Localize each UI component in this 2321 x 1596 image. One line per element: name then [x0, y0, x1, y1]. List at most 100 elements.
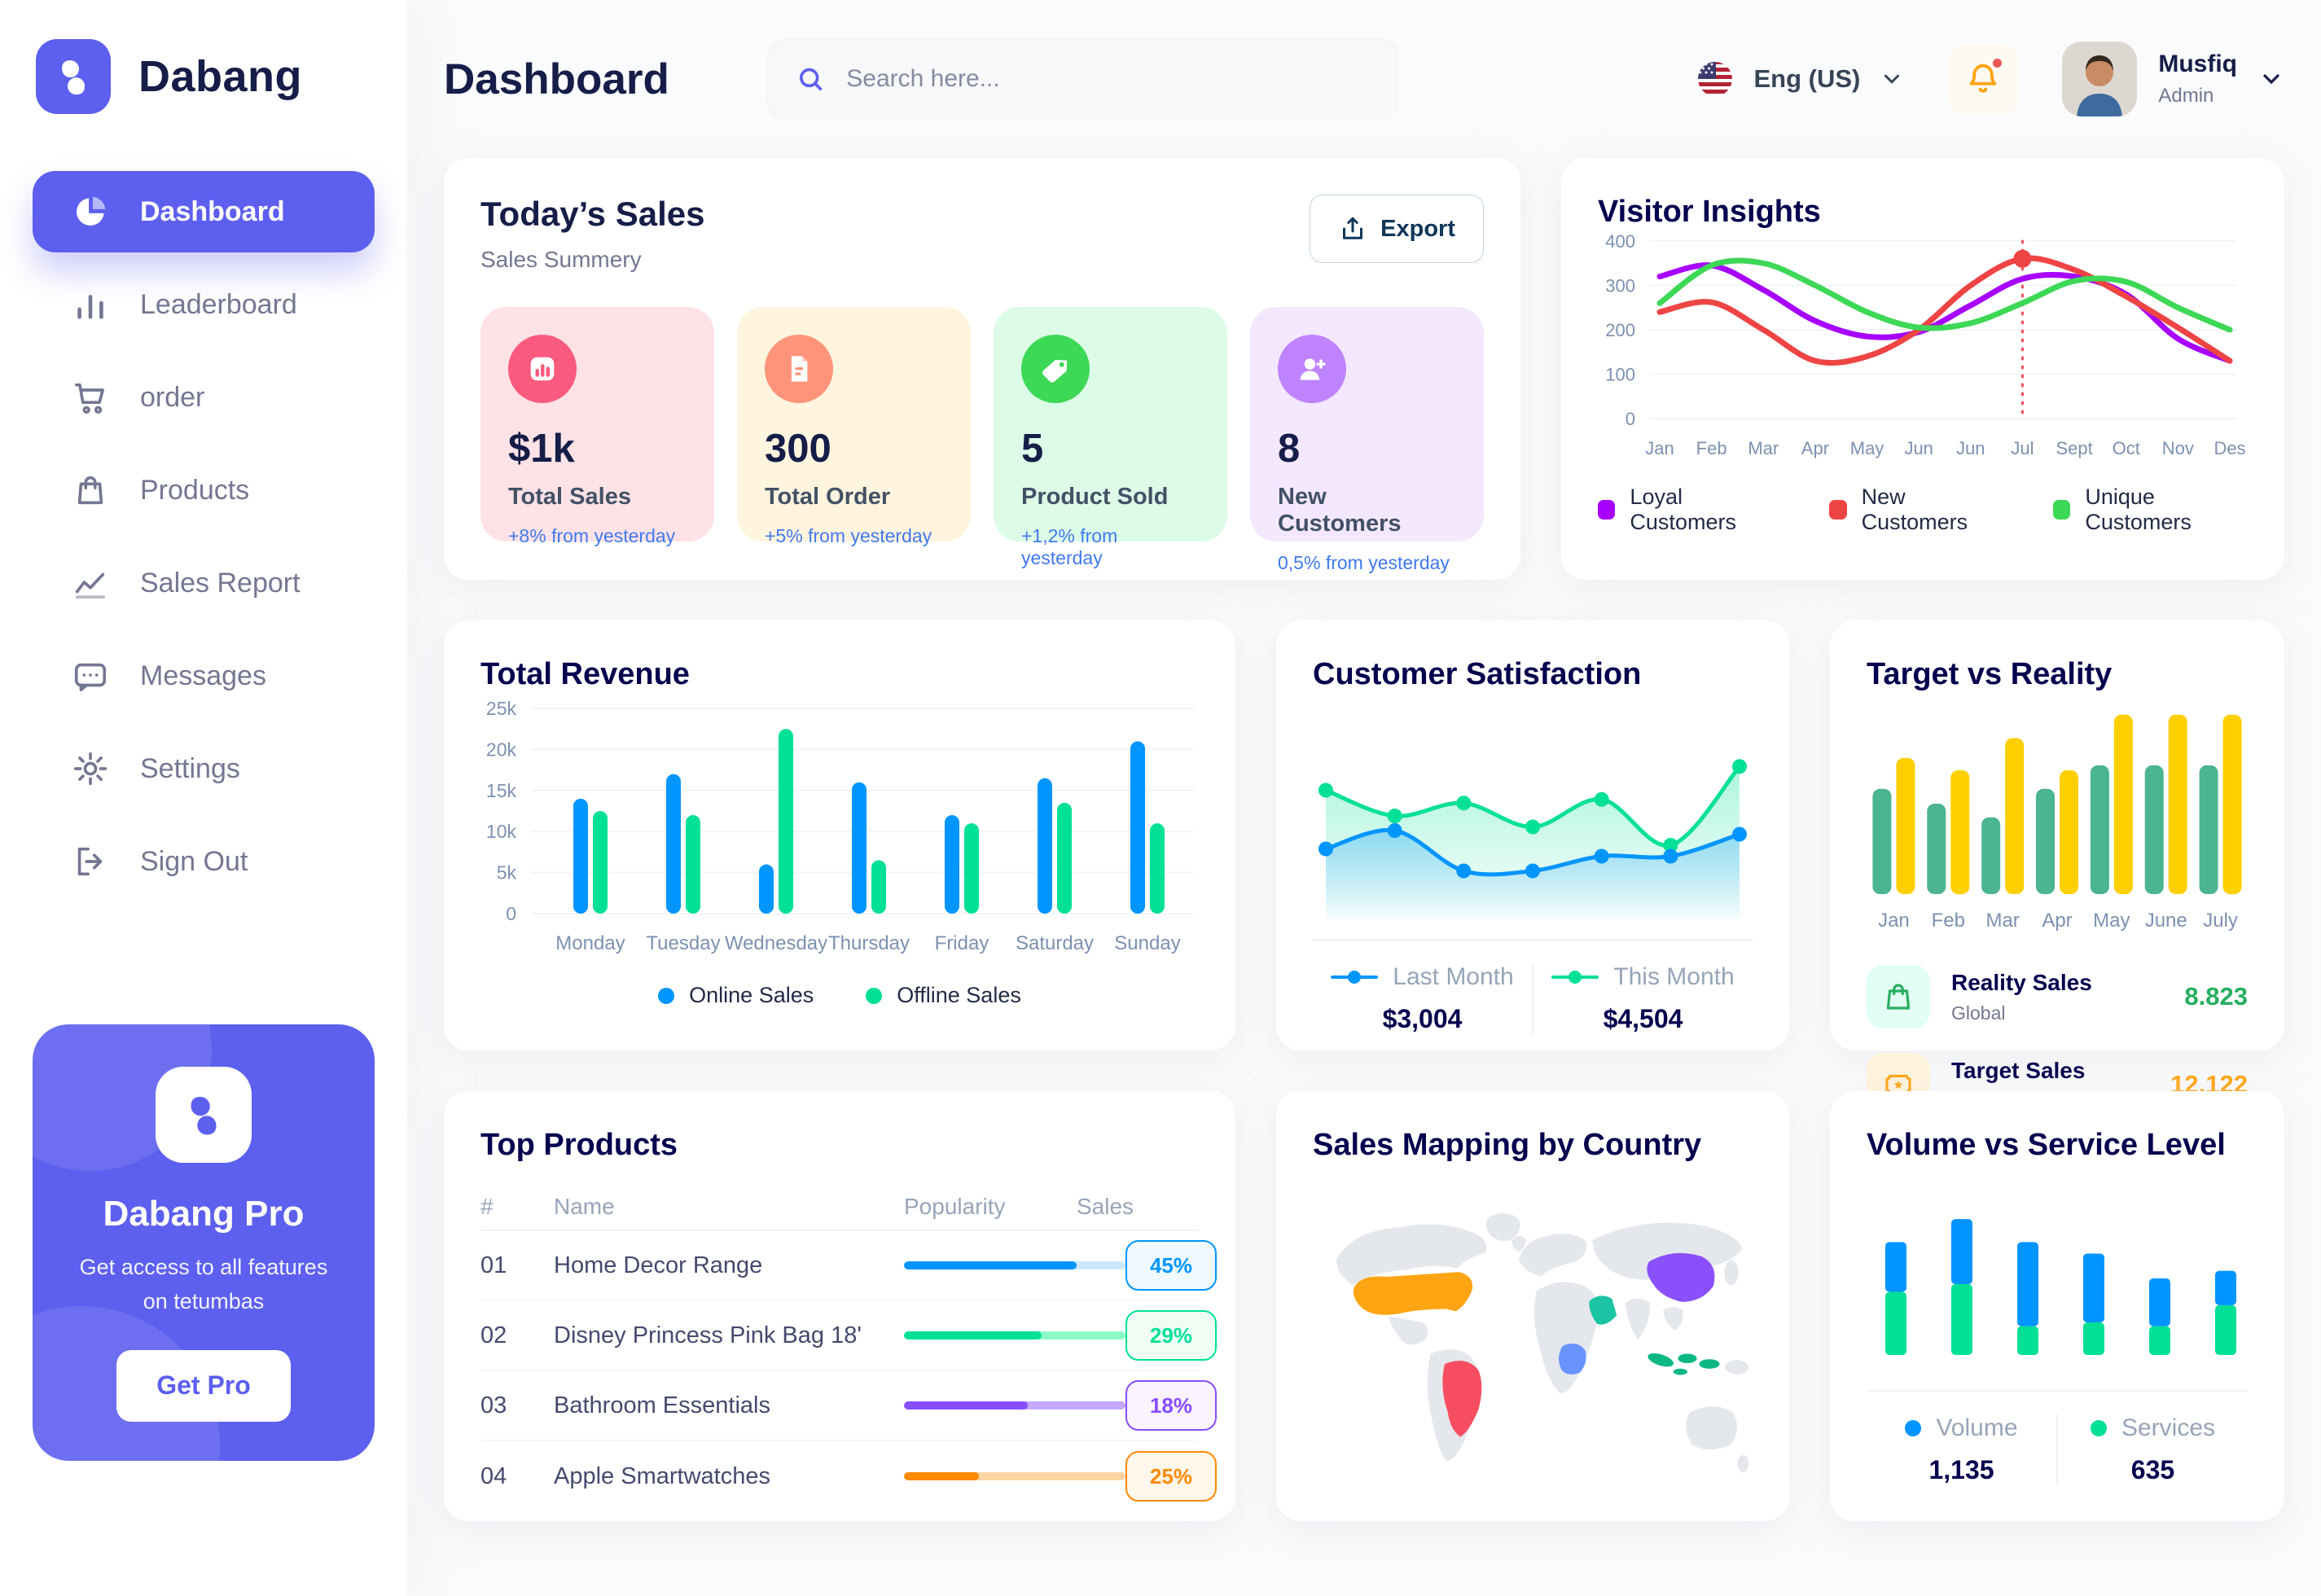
- popularity-bar: [904, 1261, 1125, 1269]
- sidebar-item-products[interactable]: Products: [33, 449, 375, 531]
- svg-text:25k: 25k: [486, 698, 517, 719]
- page-title: Dashboard: [444, 55, 669, 103]
- country-saudi-arabia: [1589, 1296, 1617, 1325]
- sidebar-item-label: order: [140, 381, 205, 413]
- sidebar: Dabang Dashboard Leaderboard order Products…: [0, 0, 407, 1596]
- todays-sales-title: Today’s Sales: [480, 195, 705, 233]
- legend-item: Unique Customers: [2052, 484, 2248, 535]
- svg-text:Jun: Jun: [1956, 438, 1985, 458]
- sidebar-item-messages[interactable]: Messages: [33, 635, 375, 717]
- brand-name: Dabang: [138, 52, 303, 101]
- pro-promo-card: Dabang Pro Get access to all features on…: [33, 1024, 375, 1461]
- header-right: Eng (US): [1696, 42, 2284, 116]
- country-united-states: [1353, 1272, 1473, 1315]
- user-role: Admin: [2158, 85, 2214, 107]
- total-revenue-chart: 0 5k 10k 15k 20k 25k Monday Tuesday Wednesday Thu…: [486, 698, 1194, 954]
- country-dr-congo: [1559, 1344, 1586, 1375]
- sidebar-item-label: Leaderboard: [140, 288, 297, 320]
- sidebar-item-label: Messages: [140, 660, 266, 691]
- svg-text:Oct: Oct: [2113, 438, 2140, 458]
- services-label: Services: [2121, 1414, 2216, 1441]
- last-month-marker-icon: [1331, 971, 1379, 984]
- export-button[interactable]: Export: [1310, 195, 1484, 263]
- product-name: Apple Smartwatches: [554, 1462, 770, 1489]
- popularity-bar: [904, 1472, 1125, 1480]
- target-vs-reality-title: Target vs Reality: [1867, 657, 2113, 691]
- message-icon: [72, 657, 109, 695]
- product-id: 04: [480, 1462, 507, 1489]
- svg-text:Nov: Nov: [2162, 438, 2194, 458]
- reality-sales-value: 8.823: [2184, 982, 2248, 1011]
- svg-text:Tuesday: Tuesday: [646, 932, 720, 954]
- sidebar-item-label: Sales Report: [140, 567, 301, 598]
- volume-dot-icon: [1905, 1420, 1922, 1436]
- export-label: Export: [1380, 215, 1455, 242]
- sales-card-delta: +5% from yesterday: [765, 525, 932, 546]
- sales-card-delta: +1,2% from yesterday: [1021, 525, 1118, 568]
- promo-description: Get access to all features on tetumbas: [79, 1255, 328, 1313]
- legend-item: Loyal Customers: [1598, 484, 1777, 535]
- world-map: [1336, 1212, 1749, 1473]
- sales-card-total-order: 300 Total Order +5% from yesterday: [737, 307, 971, 546]
- get-pro-button[interactable]: Get Pro: [116, 1349, 291, 1422]
- product-row-03: 03 Bathroom Essentials 18%: [480, 1371, 1217, 1441]
- sales-card-value: 8: [1278, 427, 1301, 471]
- language-selector[interactable]: Eng (US): [1696, 60, 1904, 98]
- chart-icon: [508, 335, 577, 403]
- sidebar-item-label: Sign Out: [140, 845, 248, 877]
- country-brazil: [1442, 1361, 1482, 1437]
- svg-text:Apr: Apr: [1801, 438, 1829, 458]
- svg-text:0: 0: [506, 903, 516, 924]
- sales-card-total-sales: $1k Total Sales +8% from yesterday: [480, 307, 714, 546]
- user-menu[interactable]: Musfiq Admin: [2062, 42, 2284, 116]
- sales-mapping-card: Sales Mapping by Country: [1276, 1091, 1789, 1521]
- svg-text:100: 100: [1605, 365, 1635, 385]
- sidebar-item-order[interactable]: order: [33, 357, 375, 438]
- col-sales: Sales: [1077, 1194, 1134, 1219]
- svg-text:May: May: [2093, 910, 2130, 932]
- target-vs-reality-chart: Jan Feb Mar Apr May June July: [1872, 714, 2242, 932]
- svg-text:Des: Des: [2214, 438, 2245, 458]
- chevron-down-icon: [1884, 74, 1900, 84]
- sidebar-item-sign-out[interactable]: Sign Out: [33, 821, 375, 902]
- total-revenue-legend: Online Sales Offline Sales: [480, 983, 1199, 1008]
- dashboard-grid: Today’s Sales Sales Summery Export $1k To…: [444, 158, 2284, 1521]
- svg-text:Saturday: Saturday: [1016, 932, 1094, 954]
- order-icon: [765, 335, 833, 403]
- product-id: 02: [480, 1322, 507, 1348]
- svg-text:20k: 20k: [486, 739, 517, 760]
- svg-text:Sept: Sept: [2056, 438, 2092, 458]
- product-name: Disney Princess Pink Bag 18': [554, 1322, 862, 1348]
- product-row-04: 04 Apple Smartwatches 25%: [480, 1441, 1217, 1511]
- top-products-table: # Name Popularity Sales 01 Home Decor Ran…: [480, 1184, 1217, 1511]
- chevron-down-icon: [2263, 74, 2279, 85]
- volume-service-chart: [1885, 1219, 2236, 1355]
- svg-text:Feb: Feb: [1932, 910, 1965, 932]
- sales-card-value: $1k: [508, 427, 575, 471]
- bag-icon: [1867, 965, 1930, 1028]
- services-value: 635: [2130, 1455, 2175, 1484]
- user-name: Musfiq: [2158, 50, 2237, 77]
- sales-card-new-customers: 8 New Customers 0,5% from yesterday: [1250, 307, 1484, 573]
- product-id: 03: [480, 1392, 507, 1418]
- brand: Dabang: [33, 39, 375, 114]
- line-chart-icon: [72, 564, 109, 602]
- svg-text:5k: 5k: [497, 862, 517, 884]
- sidebar-item-settings[interactable]: Settings: [33, 728, 375, 809]
- sales-card-label: Total Sales: [508, 484, 631, 510]
- export-icon: [1343, 217, 1363, 239]
- sidebar-item-dashboard[interactable]: Dashboard: [33, 171, 375, 252]
- target-vs-reality-card: Target vs Reality Jan Feb Mar Apr May June Jul…: [1830, 620, 2284, 1116]
- svg-text:Apr: Apr: [2042, 910, 2072, 932]
- product-name: Bathroom Essentials: [554, 1392, 770, 1418]
- search-input[interactable]: [846, 65, 1370, 93]
- dabang-pro-icon: [156, 1067, 252, 1163]
- product-id: 01: [480, 1252, 507, 1278]
- notifications-button[interactable]: [1948, 44, 2019, 114]
- sidebar-item-leaderboard[interactable]: Leaderboard: [33, 264, 375, 345]
- col-popularity: Popularity: [904, 1194, 1006, 1219]
- col-name: Name: [554, 1194, 615, 1219]
- svg-text:Sunday: Sunday: [1114, 932, 1180, 954]
- sidebar-item-sales-report[interactable]: Sales Report: [33, 542, 375, 624]
